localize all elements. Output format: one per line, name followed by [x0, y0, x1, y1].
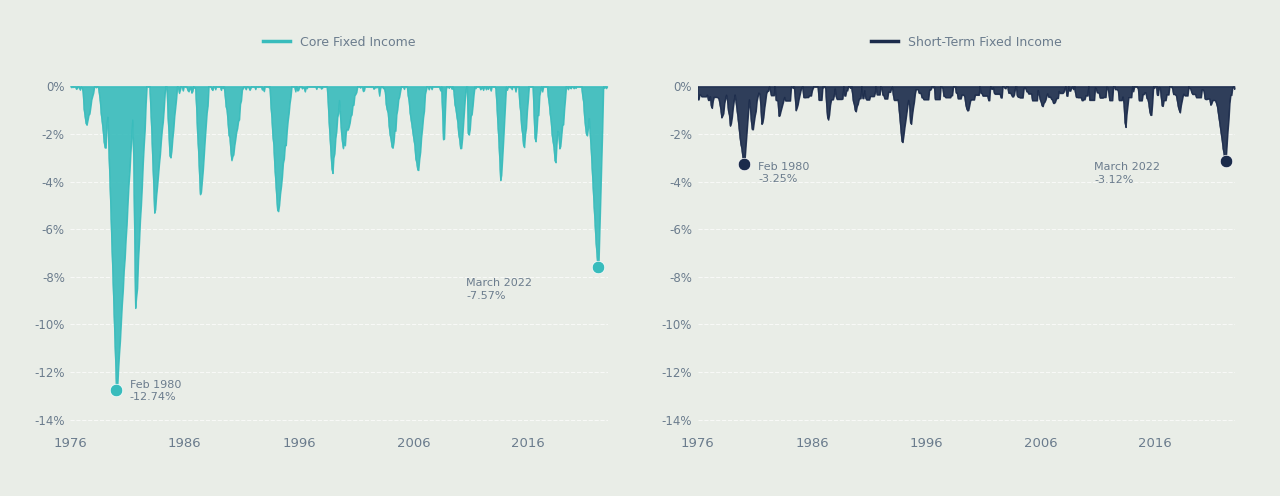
Text: Feb 1980
-12.74%: Feb 1980 -12.74%: [129, 380, 182, 402]
Text: March 2022
-7.57%: March 2022 -7.57%: [466, 278, 532, 301]
Text: March 2022
-3.12%: March 2022 -3.12%: [1094, 163, 1160, 185]
Legend: Short-Term Fixed Income: Short-Term Fixed Income: [865, 31, 1068, 54]
Text: Feb 1980
-3.25%: Feb 1980 -3.25%: [758, 162, 809, 184]
Legend: Core Fixed Income: Core Fixed Income: [257, 31, 421, 54]
